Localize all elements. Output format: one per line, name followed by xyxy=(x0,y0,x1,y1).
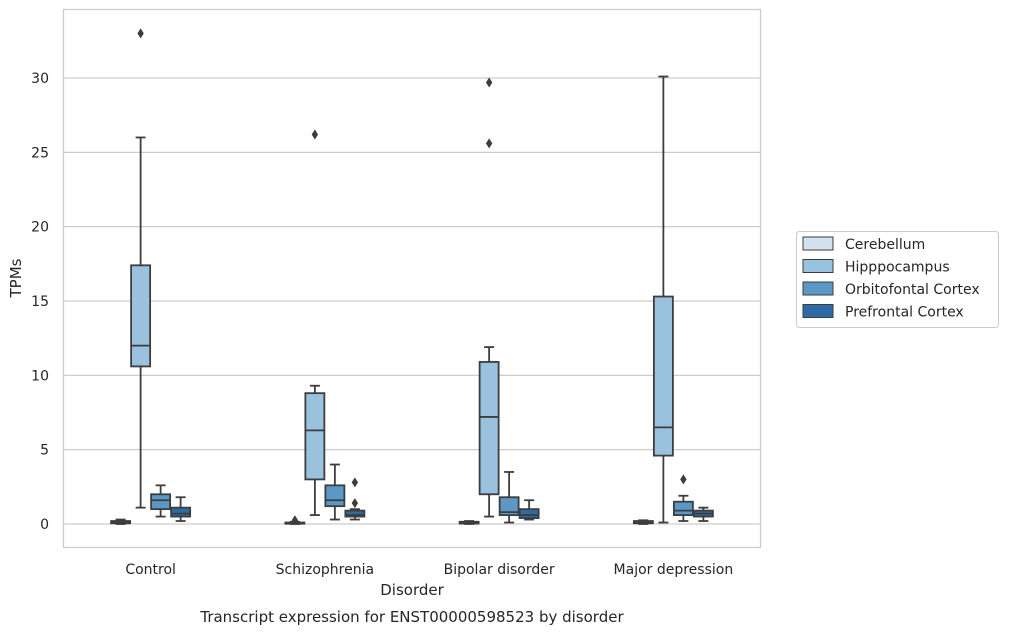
x-tick-label: Schizophrenia xyxy=(276,562,374,578)
box-plot-item xyxy=(344,477,366,521)
legend-label: Orbitofontal Cortex xyxy=(845,282,980,298)
box-plot-series xyxy=(110,28,714,526)
legend-swatch xyxy=(802,304,834,318)
x-tick-label: Control xyxy=(125,562,176,578)
box-iqr xyxy=(130,264,152,368)
x-axis-label: Disorder xyxy=(380,581,444,599)
box-plot-item xyxy=(632,519,654,525)
legend-frame xyxy=(796,231,999,328)
box-plot-item xyxy=(672,474,694,522)
y-tick-label: 0 xyxy=(40,517,49,533)
box-plot-item xyxy=(478,77,500,518)
chart-caption: Transcript expression for ENST0000059852… xyxy=(199,608,624,626)
legend-label: Prefrontal Cortex xyxy=(845,305,964,321)
box-plot-item xyxy=(458,520,480,525)
legend: Cerebellum Hipppocampus Orbitofontal Corte… xyxy=(796,231,999,328)
legend-swatch xyxy=(802,236,834,251)
gridlines xyxy=(63,77,761,525)
y-tick-label: 15 xyxy=(31,294,49,310)
box-plot-item xyxy=(692,506,714,522)
box-plot-item xyxy=(284,515,306,526)
y-tick-label: 5 xyxy=(40,443,49,459)
outlier-point xyxy=(351,477,359,488)
box-iqr xyxy=(324,484,346,508)
legend-swatch xyxy=(802,259,834,273)
box-iqr xyxy=(652,295,674,457)
legend-label: Cerebellum xyxy=(845,237,925,253)
y-axis-label: TPMs xyxy=(7,258,25,298)
y-tick-label: 25 xyxy=(31,145,49,161)
box-iqr xyxy=(518,508,540,519)
box-plot-item xyxy=(498,471,520,524)
box-iqr xyxy=(672,500,694,516)
box-iqr xyxy=(170,506,192,518)
outlier-point xyxy=(311,129,319,140)
box-iqr xyxy=(304,392,326,481)
outlier-point xyxy=(680,474,687,485)
box-plot-item xyxy=(110,518,132,525)
legend-label: Hipppocampus xyxy=(845,260,950,276)
y-tick-label: 20 xyxy=(31,220,49,236)
box-iqr xyxy=(344,509,366,518)
x-axis-ticks: Control Schizophrenia Bipolar disorder Majo… xyxy=(125,562,733,578)
box-plot-item xyxy=(324,463,346,521)
x-tick-label: Major depression xyxy=(614,562,734,578)
outlier-point xyxy=(485,77,493,88)
box-plot-item xyxy=(518,499,540,521)
x-tick-label: Bipolar disorder xyxy=(444,562,555,578)
box-plot-item xyxy=(170,496,192,522)
outlier-point xyxy=(351,498,359,509)
box-plot-item xyxy=(652,75,674,524)
box-iqr xyxy=(478,361,500,496)
legend-swatch xyxy=(802,281,834,296)
box-plot-item xyxy=(304,129,326,516)
box-iqr xyxy=(498,496,520,516)
outlier-point xyxy=(485,138,493,149)
y-tick-label: 30 xyxy=(31,71,49,87)
y-tick-label: 10 xyxy=(31,368,49,384)
plot-frame xyxy=(62,8,762,549)
outlier-point xyxy=(291,515,299,526)
y-axis-ticks: 0 5 10 15 20 25 30 xyxy=(31,71,49,533)
box-plot-item xyxy=(150,484,172,518)
box-iqr xyxy=(150,493,172,511)
box-plot-item xyxy=(130,28,152,509)
outlier-point xyxy=(137,28,144,39)
